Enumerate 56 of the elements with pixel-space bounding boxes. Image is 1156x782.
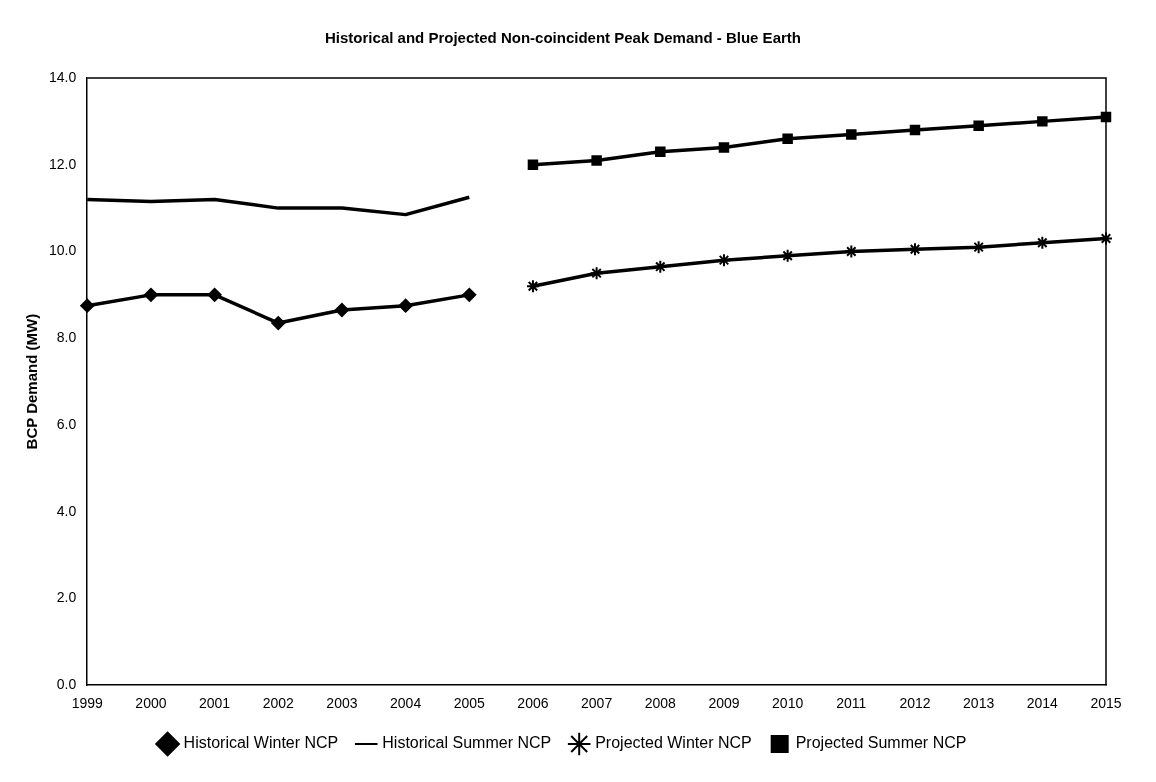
point — [207, 287, 222, 302]
y-tick-label: 12.0 — [49, 155, 77, 172]
y-tick-label: 14.0 — [49, 68, 77, 85]
x-tick-label: 2008 — [644, 695, 677, 712]
point — [80, 298, 95, 313]
y-tick-label: 10.0 — [49, 242, 77, 259]
point — [1037, 116, 1048, 127]
y-tick-label: 2.0 — [56, 589, 77, 606]
x-tick-label: 2003 — [326, 695, 358, 712]
x-tick-label: 2002 — [262, 695, 295, 712]
x-tick-label: 2010 — [772, 695, 804, 712]
x-tick-label: 2013 — [963, 695, 995, 712]
point — [846, 129, 857, 140]
legend-label: Projected Winter NCP — [595, 734, 752, 752]
x-tick-label: 2001 — [199, 695, 231, 712]
legend-label: Projected Summer NCP — [795, 734, 967, 752]
point — [462, 287, 477, 302]
x-tick-label: 2011 — [836, 695, 867, 712]
y-tick-label: 8.0 — [56, 329, 77, 346]
point — [782, 133, 793, 144]
x-tick-label: 2009 — [708, 695, 740, 712]
x-tick-label: 1999 — [71, 695, 104, 712]
chart-title: Historical and Projected Non-coincident Peak Demand - Blue Earth — [325, 29, 801, 47]
point — [653, 259, 668, 274]
y-tick-label: 4.0 — [56, 502, 77, 519]
x-tick-label: 2004 — [390, 695, 422, 712]
y-tick-label: 0.0 — [56, 676, 77, 693]
legend-label: Historical Winter NCP — [183, 734, 339, 752]
x-tick-label: 2005 — [453, 695, 486, 712]
point — [971, 240, 986, 255]
x-tick-label: 2000 — [135, 695, 167, 712]
point — [527, 159, 539, 170]
point — [1099, 231, 1113, 246]
point — [718, 142, 730, 153]
point — [589, 266, 604, 281]
point — [591, 155, 602, 166]
point — [973, 120, 984, 131]
point — [716, 253, 731, 268]
x-tick-label: 2014 — [1026, 695, 1059, 712]
point — [844, 244, 859, 259]
y-axis-title: BCP Demand (MW) — [23, 313, 41, 450]
point — [909, 124, 921, 136]
x-tick-label: 2015 — [1090, 695, 1122, 712]
legend-label: Historical Summer NCP — [382, 734, 552, 752]
point — [525, 279, 540, 294]
point — [655, 146, 666, 157]
x-tick-label: 2012 — [899, 695, 931, 712]
x-tick-label: 2006 — [517, 695, 549, 712]
x-tick-label: 2007 — [581, 695, 613, 712]
point — [780, 248, 795, 263]
point — [1035, 235, 1050, 250]
point — [398, 298, 413, 313]
point — [271, 316, 286, 331]
point — [143, 287, 158, 302]
point — [334, 303, 349, 318]
y-tick-label: 6.0 — [56, 415, 77, 432]
